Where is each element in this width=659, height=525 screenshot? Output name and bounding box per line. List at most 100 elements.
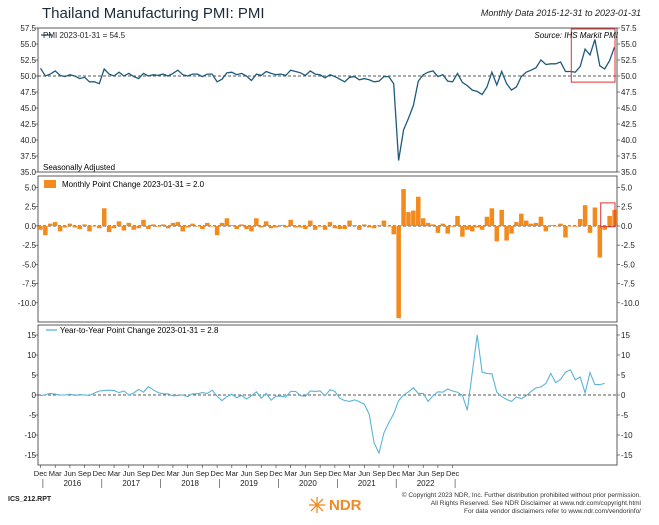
x-year-label: 2020: [299, 479, 317, 488]
y-tick-label: 15: [27, 331, 36, 340]
x-tick-label: Jun: [240, 469, 252, 478]
change-bar: [312, 225, 318, 230]
yoy-change-legend: Year-to-Year Point Change 2023-01-31 = 2…: [60, 326, 219, 335]
y-tick-label: 2.5: [621, 203, 633, 212]
change-bar: [116, 221, 122, 226]
change-bar: [48, 223, 53, 226]
yoy-line: [40, 334, 605, 455]
x-tick-label: Sep: [431, 469, 444, 478]
ndr-logo-text: NDR: [329, 496, 362, 514]
y-tick-label: 5.0: [621, 184, 633, 193]
change-bar: [376, 225, 382, 226]
y-tick-label: 42.5: [621, 120, 637, 129]
disclaimer-line: © Copyright 2023 NDR, Inc. Further distr…: [401, 492, 641, 499]
change-bar: [200, 225, 205, 230]
change-bar: [131, 225, 136, 230]
change-bar: [126, 222, 132, 226]
change-bar: [67, 223, 73, 226]
y-tick-label: 45.0: [20, 104, 36, 113]
change-bar: [185, 225, 190, 228]
y-tick-label: 35.0: [20, 168, 36, 177]
change-bar: [543, 225, 549, 232]
change-bar: [602, 225, 607, 230]
x-year-label: 2019: [240, 479, 258, 488]
change-bar: [57, 225, 63, 232]
y-tick-label: -5: [29, 411, 37, 420]
change-bar: [538, 216, 544, 226]
x-tick-label: Dec: [34, 469, 48, 478]
x-tick-label: Mar: [225, 469, 238, 478]
change-bar: [469, 225, 475, 232]
y-tick-label: 10: [27, 351, 36, 360]
chart-title: Thailand Manufacturing PMI: PMI: [42, 5, 265, 22]
change-bar: [121, 225, 127, 231]
y-tick-label: 52.5: [20, 56, 36, 65]
change-bar: [268, 225, 274, 229]
change-bar: [77, 225, 82, 230]
y-tick-label: -2.5: [22, 241, 36, 250]
change-bar: [548, 225, 554, 226]
change-bar: [440, 223, 446, 226]
x-tick-label: Jun: [123, 469, 135, 478]
change-bar: [357, 225, 362, 230]
y-tick-label: 37.5: [621, 152, 637, 161]
change-bar: [474, 225, 480, 228]
change-bar: [445, 225, 450, 234]
y-tick-label: -2.5: [621, 241, 635, 250]
x-tick-label: Mar: [108, 469, 121, 478]
y-tick-label: 40.0: [20, 136, 36, 145]
report-code: ICS_212.RPT: [8, 496, 52, 503]
highlight-box-change: [600, 202, 616, 228]
pmi-panel: 35.0 35.0 37.5 37.5 40.0 40.0 42.5 42.5 45.0 45.0…: [20, 24, 637, 177]
x-year-label: 2016: [63, 479, 81, 488]
y-tick-label: 55.0: [20, 40, 36, 49]
change-bar: [219, 222, 225, 226]
x-tick-label: Dec: [269, 469, 283, 478]
change-bar: [175, 222, 181, 226]
y-tick-label: 35.0: [621, 168, 637, 177]
change-bar: [38, 225, 43, 230]
x-tick-label: Mar: [49, 469, 62, 478]
change-bar: [97, 225, 102, 229]
change-bar: [523, 220, 529, 226]
change-bar: [489, 208, 495, 226]
change-bar: [205, 222, 210, 226]
seasonal-note: Seasonally Adjusted: [43, 163, 115, 172]
change-bar: [435, 225, 441, 233]
y-tick-label: 50.0: [20, 72, 36, 81]
x-year-label: 2017: [122, 479, 140, 488]
change-bar: [165, 225, 171, 229]
panel-frame: [37, 175, 618, 323]
ndr-starburst-icon: [309, 497, 325, 513]
y-tick-label: -5.0: [621, 260, 635, 269]
change-bar: [406, 212, 411, 226]
pmi-legend: PMI 2023-01-31 = 54.5: [43, 31, 126, 40]
y-tick-label: 57.5: [621, 24, 637, 33]
x-tick-label: Mar: [402, 469, 415, 478]
change-bar: [568, 225, 573, 227]
change-bar: [558, 223, 563, 226]
change-bar: [155, 225, 161, 227]
x-tick-label: Jun: [64, 469, 76, 478]
change-bar: [229, 225, 235, 226]
change-bar: [386, 225, 392, 227]
y-tick-label: -15: [24, 451, 36, 460]
change-bar: [52, 222, 58, 226]
panel-frame: [37, 27, 618, 173]
x-tick-label: Jun: [299, 469, 311, 478]
change-bar: [136, 225, 141, 229]
y-tick-label: 50.0: [621, 72, 637, 81]
y-tick-label: -10.0: [18, 299, 37, 308]
y-tick-label: -7.5: [22, 280, 36, 289]
change-bar: [283, 225, 289, 228]
y-tick-label: 55.0: [621, 40, 637, 49]
change-bar: [607, 215, 612, 226]
y-tick-label: -10.0: [621, 299, 640, 308]
y-tick-label: 2.5: [25, 203, 37, 212]
change-bar: [101, 208, 107, 226]
x-tick-label: Dec: [152, 469, 166, 478]
y-tick-label: -10: [24, 431, 36, 440]
y-tick-label: 5: [32, 371, 37, 380]
x-tick-label: Dec: [328, 469, 342, 478]
